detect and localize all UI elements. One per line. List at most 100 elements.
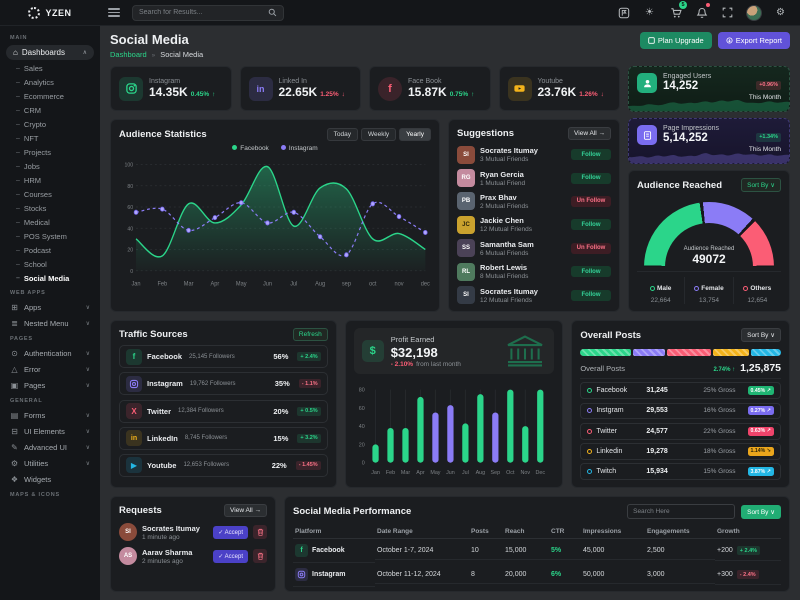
accept-button[interactable]: ✓ Accept xyxy=(213,525,248,539)
unfollow-button[interactable]: Un Follow xyxy=(571,242,611,254)
plan-upgrade-button[interactable]: Plan Upgrade xyxy=(639,32,712,49)
breadcrumb-current: Social Media xyxy=(160,50,204,59)
follow-button[interactable]: Follow xyxy=(571,219,611,231)
search-icon[interactable] xyxy=(268,8,277,17)
sidebar-item-pages[interactable]: ▣ Pages ∨ xyxy=(10,380,90,390)
follow-button[interactable]: Follow xyxy=(571,266,611,278)
tab-weekly[interactable]: Weekly xyxy=(360,128,397,142)
overall-posts-stacked-bar xyxy=(580,349,781,356)
sidebar-item-ecommerce[interactable]: – Ecommerce xyxy=(16,91,64,101)
sidebar-item-podcast[interactable]: – Podcast xyxy=(16,245,52,255)
follow-button[interactable]: Follow xyxy=(571,289,611,301)
svg-text:80: 80 xyxy=(358,388,364,394)
sidebar-item-dashboards[interactable]: ⌂ Dashboards ∧ xyxy=(6,45,94,60)
delete-button[interactable] xyxy=(253,525,267,539)
social-media-performance-card: Social Media Performance Sort By ∨ Platf… xyxy=(284,496,790,592)
follow-button[interactable]: Follow xyxy=(571,172,611,184)
sidebar-item-medical[interactable]: – Medical xyxy=(16,217,50,227)
sidebar-item-ui-elements[interactable]: ⊟ UI Elements ∨ xyxy=(11,426,90,436)
sidebar-item-stocks[interactable]: – Stocks xyxy=(16,203,47,213)
chevron-down-icon: ∨ xyxy=(85,428,90,435)
settings-gear-icon[interactable]: ⚙ xyxy=(776,7,785,18)
sidebar-item-apps[interactable]: ⊞ Apps ∨ xyxy=(11,302,90,312)
sidebar-item-forms[interactable]: ▤ Forms ∨ xyxy=(10,410,90,420)
svg-text:Dec: Dec xyxy=(535,470,545,476)
sidebar-item-analytics[interactable]: – Analytics xyxy=(16,77,54,87)
breadcrumb-dashboard[interactable]: Dashboard xyxy=(110,50,147,59)
linkedin-dot-icon xyxy=(587,448,593,454)
impressions-sparkline xyxy=(629,153,789,163)
avatar: SI xyxy=(119,523,137,541)
unfollow-button[interactable]: Un Follow xyxy=(571,195,611,207)
accept-button[interactable]: ✓ Accept xyxy=(213,549,248,563)
instagram-icon xyxy=(119,76,143,101)
sidebar-item-advanced-ui[interactable]: ✎ Advanced UI ∨ xyxy=(11,442,90,452)
topbar: YZEN ☀ 5 ⚙ xyxy=(0,0,800,26)
sort-by-button[interactable]: Sort By ∨ xyxy=(741,328,781,342)
sidebar-item-crypto[interactable]: – Crypto xyxy=(16,119,46,129)
table-search-input[interactable] xyxy=(627,504,736,519)
request-row: AS Aarav Sharma 2 minutes ago ✓ Accept xyxy=(119,547,267,565)
change-badge: - 1.1% xyxy=(298,379,321,389)
sidebar-item-pos-system[interactable]: – POS System xyxy=(16,231,67,241)
page-title: Social Media xyxy=(110,32,189,47)
engaged-users-icon xyxy=(637,73,657,93)
card-title: Audience Reached xyxy=(637,179,722,191)
brand-logo[interactable]: YZEN xyxy=(0,6,100,19)
follow-button[interactable]: Follow xyxy=(571,149,611,161)
apps-grid-icon: ⊞ xyxy=(11,302,18,312)
chevron-down-icon: ∨ xyxy=(85,304,90,311)
breadcrumb: Dashboard » Social Media xyxy=(110,50,203,59)
sidebar-item-crm[interactable]: – CRM xyxy=(16,105,41,115)
delete-button[interactable] xyxy=(253,549,267,563)
svg-text:Jul: Jul xyxy=(462,470,469,476)
svg-text:40: 40 xyxy=(358,424,364,430)
chevron-down-icon: ∨ xyxy=(85,412,90,419)
change-percent: 0.45% xyxy=(190,91,210,99)
facebook-icon: f xyxy=(378,76,402,101)
bank-icon xyxy=(507,335,543,367)
view-all-button[interactable]: View All → xyxy=(568,127,611,141)
sort-by-button[interactable]: Sort By ∨ xyxy=(741,178,781,192)
sidebar-item-nft[interactable]: – NFT xyxy=(16,133,39,143)
sidebar-item-utilities[interactable]: ⚙ Utilities ∨ xyxy=(10,458,90,468)
instagram-dot-icon xyxy=(587,408,593,414)
trend-arrow: ↑ xyxy=(471,91,475,99)
performance-table: Platform Date Range Posts Reach CTR Impr… xyxy=(293,525,781,587)
search-input[interactable] xyxy=(139,9,268,16)
svg-text:Mar: Mar xyxy=(184,282,194,288)
refresh-button[interactable]: Refresh xyxy=(292,328,328,341)
menu-toggle-icon[interactable] xyxy=(108,6,120,19)
cart-count-badge: 5 xyxy=(679,1,687,9)
sidebar-item-authentication[interactable]: ⊙ Authentication ∨ xyxy=(11,348,90,358)
change-badge: + 0.5% xyxy=(297,406,321,416)
notifications-bell-icon[interactable] xyxy=(694,3,710,20)
fullscreen-icon[interactable] xyxy=(720,5,735,20)
sort-by-button[interactable]: Sort By ∨ xyxy=(741,504,781,519)
sidebar-item-hrm[interactable]: – HRM xyxy=(16,175,41,185)
sidebar-section-webapps: WEB APPS xyxy=(10,290,46,296)
sidebar-item-courses[interactable]: – Courses xyxy=(16,189,52,199)
sidebar-item-jobs[interactable]: – Jobs xyxy=(16,161,40,171)
tab-yearly[interactable]: Yearly xyxy=(399,128,431,142)
cart-icon[interactable]: 5 xyxy=(668,1,687,20)
sidebar-item-error[interactable]: △ Error ∨ xyxy=(11,364,90,374)
svg-text:Mar: Mar xyxy=(401,470,410,476)
sidebar-item-social-media[interactable]: – Social Media xyxy=(16,273,70,283)
svg-text:20: 20 xyxy=(358,442,364,448)
svg-text:Jul: Jul xyxy=(290,282,297,288)
export-report-button[interactable]: Export Report xyxy=(717,32,790,49)
theme-sun-icon[interactable]: ☀ xyxy=(645,7,654,18)
sidebar-section-main: MAIN xyxy=(10,35,28,41)
view-all-button[interactable]: View All → xyxy=(224,504,267,517)
sidebar-item-sales[interactable]: – Sales xyxy=(16,63,43,73)
chevron-down-icon: ∨ xyxy=(85,444,90,451)
sidebar-item-widgets[interactable]: ❖ Widgets xyxy=(10,474,52,484)
tab-today[interactable]: Today xyxy=(326,128,358,142)
flag-icon[interactable] xyxy=(616,5,631,20)
audience-line-chart: 0 20 40 60 80 100 Jan Feb Mar Apr May Jun Jul Aug sep o… xyxy=(125,163,430,288)
sidebar-item-school[interactable]: – School xyxy=(16,259,47,269)
user-avatar[interactable] xyxy=(746,4,762,21)
sidebar-item-projects[interactable]: – Projects xyxy=(16,147,51,157)
sidebar-item-nested-menu[interactable]: ≣ Nested Menu ∨ xyxy=(11,318,90,328)
